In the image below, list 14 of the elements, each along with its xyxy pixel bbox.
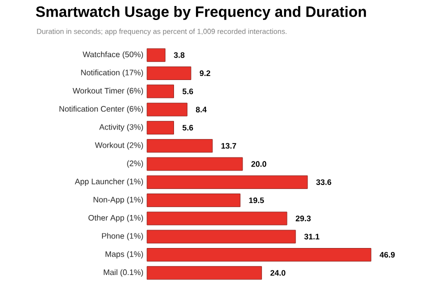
bar [146,120,174,134]
bar [146,66,192,80]
chart-title: Smartwatch Usage by Frequency and Duration [36,6,366,20]
bar [146,139,213,153]
bar [146,48,166,62]
bar [146,102,188,116]
bar [146,230,296,244]
bar [146,212,288,226]
bar [146,175,308,189]
bar [146,266,262,280]
bar [146,157,243,171]
bar [146,248,372,262]
bar [146,84,174,98]
bar [146,194,240,208]
